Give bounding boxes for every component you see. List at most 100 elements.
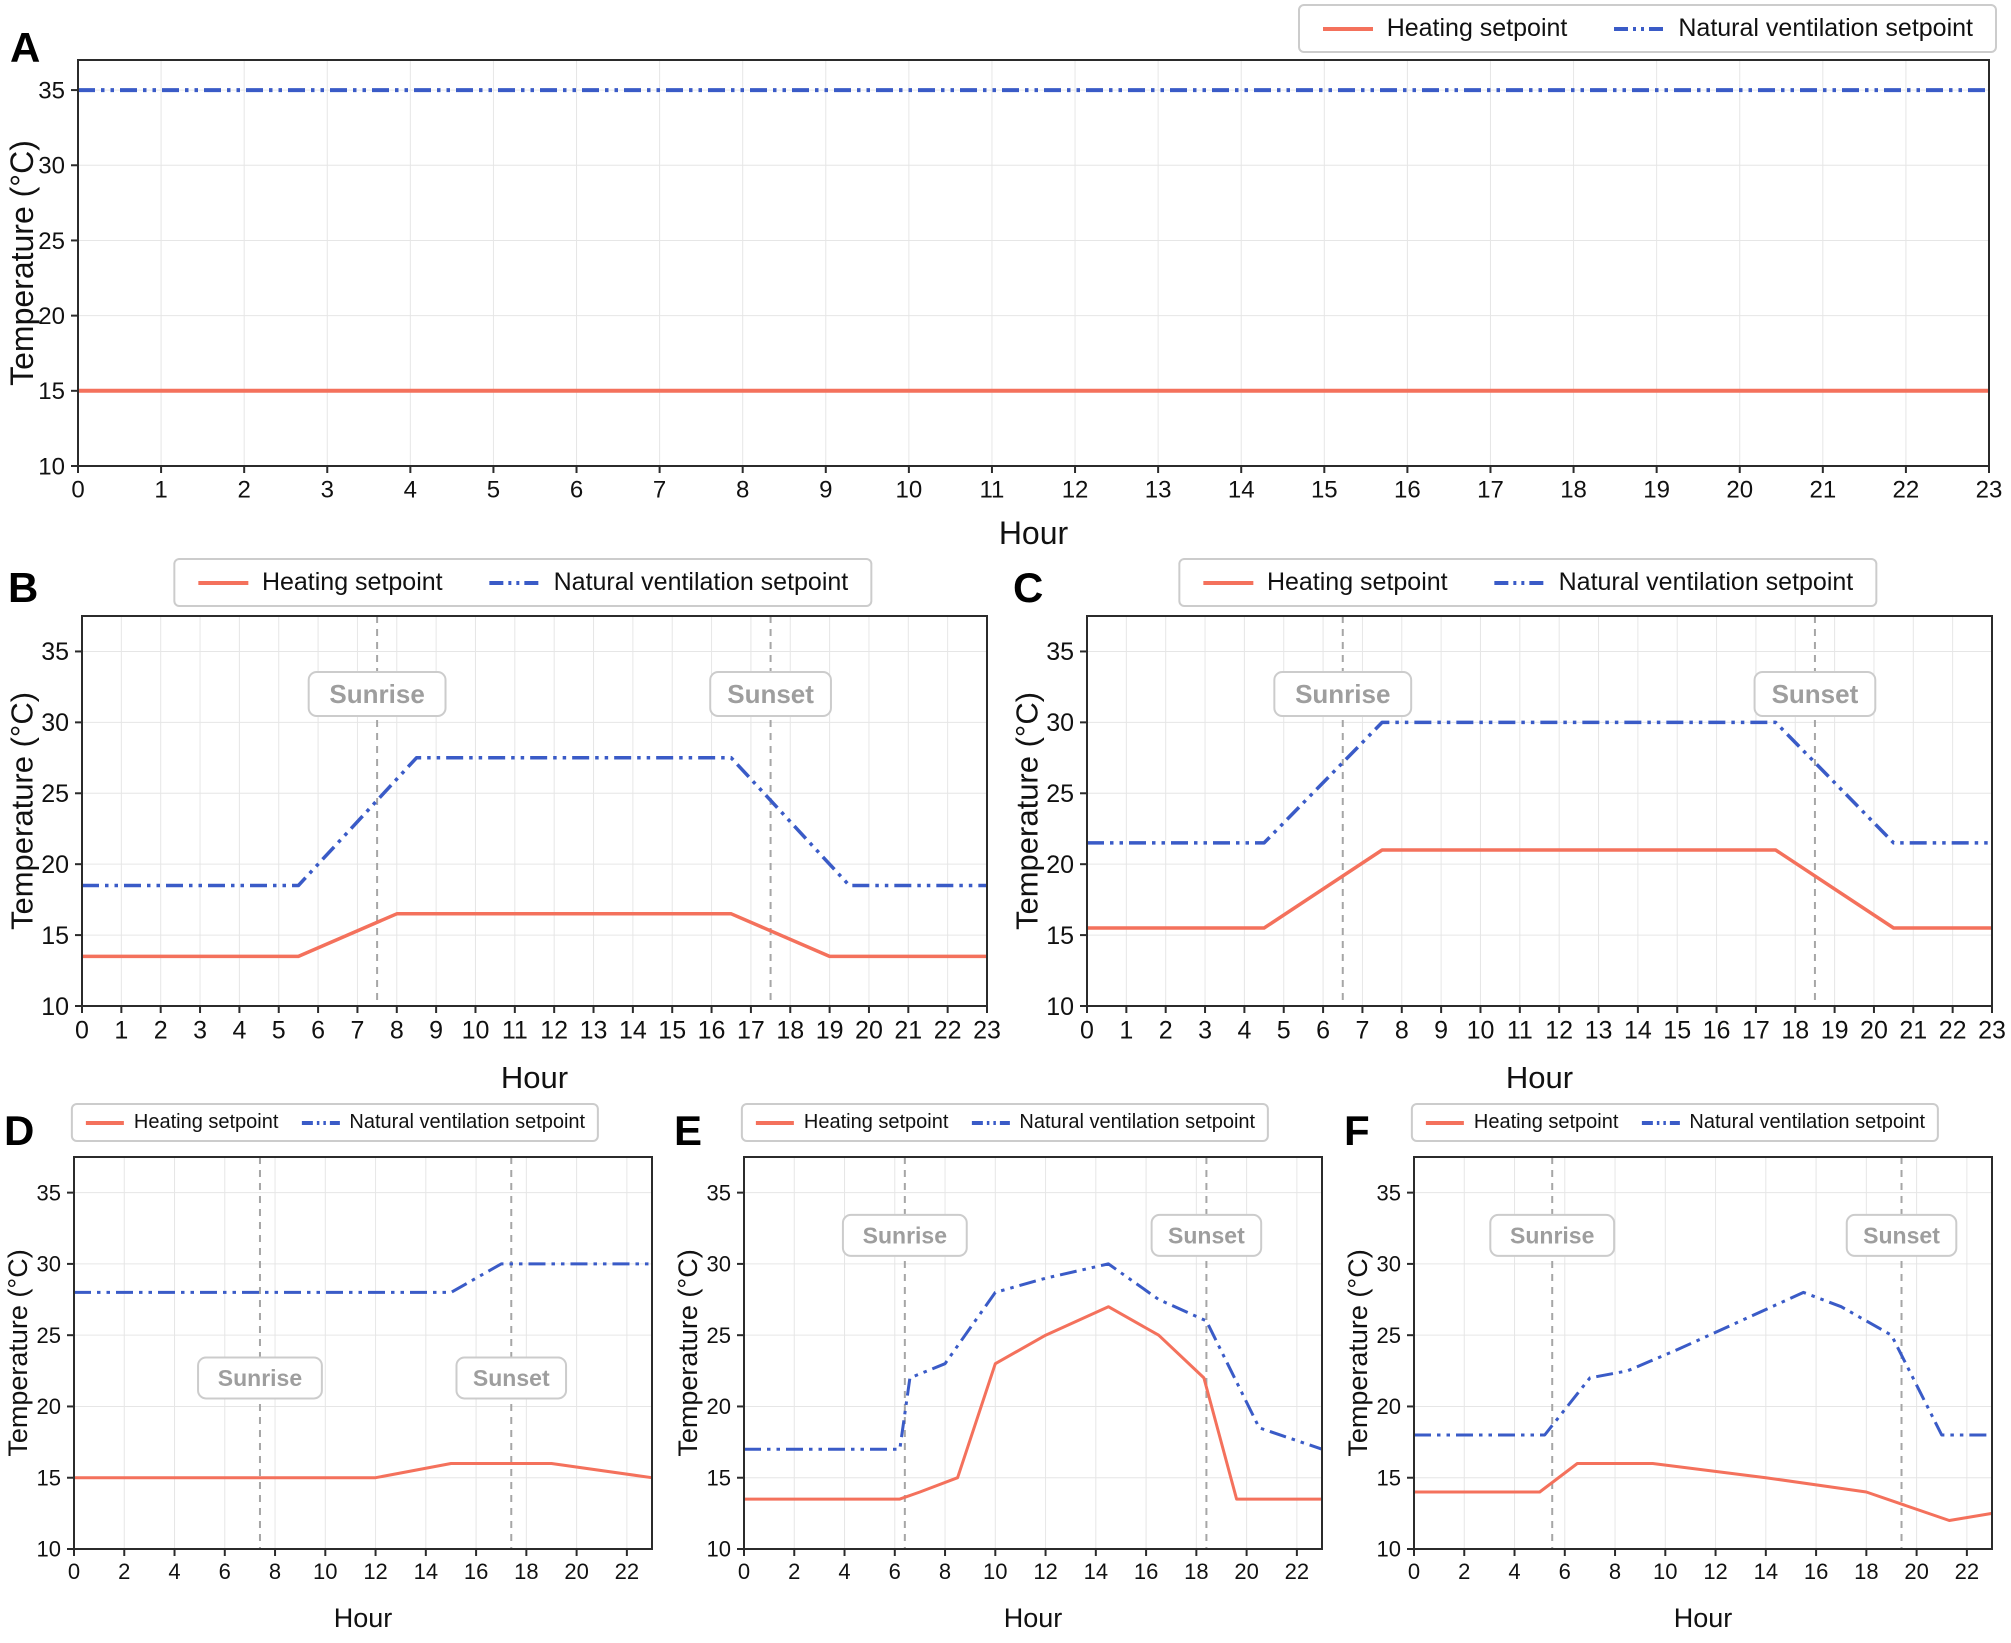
panel-letter-A: A (10, 24, 41, 71)
svg-text:16: 16 (1134, 1559, 1158, 1584)
svg-text:30: 30 (1046, 709, 1074, 737)
svg-text:25: 25 (41, 780, 69, 808)
chart-E-plot: 0 2 4 6 8 10 12 14 16 18 20 22 10 15 20 25 30 35 Hour Tempe… (674, 1149, 1334, 1637)
svg-text:30: 30 (38, 153, 65, 180)
legend-label-ventilation: Natural ventilation setpoint (349, 1111, 586, 1133)
panel-E: E Heating setpoint Natural ventilation s… (670, 1103, 1340, 1643)
heating-line-sample (1202, 580, 1253, 585)
svg-text:10: 10 (707, 1537, 731, 1562)
legend-B: Heating setpoint Natural ventilation set… (172, 558, 873, 607)
svg-text:4: 4 (404, 477, 417, 504)
svg-text:14: 14 (1084, 1559, 1108, 1584)
legend-C: Heating setpoint Natural ventilation set… (1177, 558, 1878, 607)
svg-text:35: 35 (1046, 638, 1074, 666)
svg-text:1: 1 (154, 477, 167, 504)
svg-text:12: 12 (1703, 1559, 1727, 1584)
svg-text:15: 15 (1311, 477, 1338, 504)
chart-D-plot: 0 2 4 6 8 10 12 14 16 18 20 22 10 15 20 25 30 35 Hour Tempe… (4, 1149, 664, 1637)
svg-text:19: 19 (816, 1017, 844, 1045)
svg-text:4: 4 (168, 1559, 180, 1584)
svg-text:Sunset: Sunset (727, 679, 814, 709)
svg-text:14: 14 (414, 1559, 438, 1584)
svg-text:Sunset: Sunset (1168, 1222, 1245, 1248)
svg-text:25: 25 (1046, 780, 1074, 808)
svg-text:3: 3 (193, 1017, 207, 1045)
svg-text:12: 12 (1545, 1017, 1573, 1045)
svg-text:23: 23 (973, 1017, 1001, 1045)
ventilation-line-sample (301, 1120, 340, 1125)
svg-text:25: 25 (707, 1323, 731, 1348)
svg-text:8: 8 (1395, 1017, 1409, 1045)
row-a: A Heating setpoint Natural ventilation s… (0, 0, 2011, 558)
chart-F-plot: 0 2 4 6 8 10 12 14 16 18 20 22 10 15 20 25 30 35 Hour Tempe… (1344, 1149, 2004, 1637)
legend-label-heating: Heating setpoint (1386, 14, 1568, 42)
svg-text:25: 25 (37, 1323, 61, 1348)
chart-B-plot: 0 1 2 3 4 5 6 7 8 9 10 11 12 13 14 15 16 17 18 19 20 21 22 2310… (6, 608, 1001, 1098)
legend-label-heating: Heating setpoint (261, 568, 443, 596)
svg-text:22: 22 (615, 1559, 639, 1584)
svg-text:12: 12 (1062, 477, 1089, 504)
svg-text:12: 12 (363, 1559, 387, 1584)
svg-text:11: 11 (1507, 1017, 1533, 1045)
panel-letter-F: F (1344, 1107, 1370, 1154)
legend-A: Heating setpoint Natural ventilation set… (1297, 4, 1997, 53)
svg-text:10: 10 (1467, 1017, 1495, 1045)
svg-text:15: 15 (1046, 922, 1074, 950)
svg-text:10: 10 (38, 453, 65, 480)
legend-label-ventilation: Natural ventilation setpoint (1678, 14, 1973, 42)
panel-letter-B: B (8, 564, 39, 611)
svg-text:21: 21 (1809, 477, 1836, 504)
svg-text:20: 20 (1377, 1394, 1401, 1419)
svg-text:20: 20 (1860, 1017, 1888, 1045)
svg-text:20: 20 (1046, 851, 1074, 879)
legend-item-ventilation: Natural ventilation setpoint (970, 1111, 1255, 1134)
svg-text:5: 5 (272, 1017, 286, 1045)
svg-text:7: 7 (1355, 1017, 1369, 1045)
svg-text:35: 35 (1377, 1180, 1401, 1205)
svg-text:3: 3 (1198, 1017, 1212, 1045)
svg-text:17: 17 (737, 1017, 765, 1045)
svg-text:12: 12 (540, 1017, 568, 1045)
svg-text:10: 10 (1653, 1559, 1677, 1584)
svg-text:0: 0 (738, 1559, 750, 1584)
svg-text:18: 18 (514, 1559, 538, 1584)
svg-text:21: 21 (1899, 1017, 1927, 1045)
svg-text:16: 16 (1703, 1017, 1731, 1045)
svg-text:1: 1 (1119, 1017, 1133, 1045)
heating-line-sample (1425, 1120, 1464, 1125)
svg-text:9: 9 (1434, 1017, 1448, 1045)
svg-text:35: 35 (41, 638, 69, 666)
svg-text:Temperature (°C): Temperature (°C) (4, 1249, 33, 1456)
row-def: D Heating setpoint Natural ventilation s… (0, 1103, 2011, 1643)
svg-text:25: 25 (38, 228, 65, 255)
svg-text:19: 19 (1643, 477, 1670, 504)
ventilation-line-sample (971, 1120, 1010, 1125)
ventilation-line-sample (1614, 26, 1665, 31)
svg-text:17: 17 (1477, 477, 1504, 504)
svg-text:8: 8 (390, 1017, 404, 1045)
svg-text:8: 8 (736, 477, 749, 504)
svg-text:10: 10 (313, 1559, 337, 1584)
svg-text:18: 18 (1781, 1017, 1809, 1045)
heating-line-sample (197, 580, 248, 585)
svg-text:Hour: Hour (1004, 1603, 1063, 1633)
svg-text:Temperature (°C): Temperature (°C) (1344, 1249, 1373, 1456)
svg-text:Temperature (°C): Temperature (°C) (6, 692, 39, 930)
svg-text:15: 15 (658, 1017, 686, 1045)
svg-text:20: 20 (1234, 1559, 1258, 1584)
svg-text:21: 21 (894, 1017, 922, 1045)
svg-text:6: 6 (889, 1559, 901, 1584)
chart-C-plot: 0 1 2 3 4 5 6 7 8 9 10 11 12 13 14 15 16 17 18 19 20 21 22 2310… (1011, 608, 2006, 1098)
svg-text:22: 22 (934, 1017, 962, 1045)
legend-D: Heating setpoint Natural ventilation set… (70, 1103, 600, 1142)
svg-text:10: 10 (896, 477, 923, 504)
legend-label-ventilation: Natural ventilation setpoint (1019, 1111, 1256, 1133)
svg-text:Hour: Hour (501, 1060, 568, 1095)
legend-item-ventilation: Natural ventilation setpoint (1494, 568, 1854, 597)
svg-text:15: 15 (1663, 1017, 1691, 1045)
panel-letter-C: C (1013, 564, 1044, 611)
legend-label-ventilation: Natural ventilation setpoint (1558, 568, 1854, 596)
svg-text:20: 20 (37, 1394, 61, 1419)
svg-text:18: 18 (1184, 1559, 1208, 1584)
